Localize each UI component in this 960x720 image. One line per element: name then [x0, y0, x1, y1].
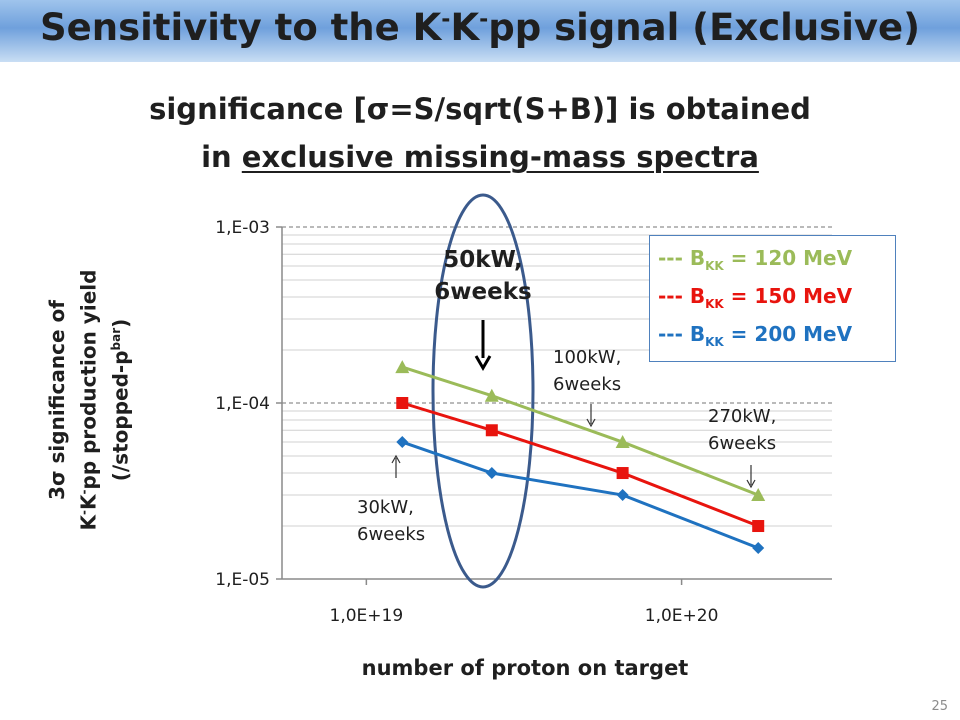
data-point-triangle	[395, 360, 410, 374]
x-tick-label: 1,0E+20	[645, 606, 719, 626]
highlight-ellipse	[431, 193, 535, 589]
data-point-square	[616, 467, 629, 480]
arrow-270kw-head	[746, 479, 756, 489]
data-point-triangle	[484, 388, 499, 402]
y-axis-title: 3σ significance of K-K-pp production yie…	[45, 269, 133, 531]
data-point-diamond	[752, 542, 765, 555]
highlight-arrow-head	[474, 355, 492, 371]
legend-entry-200: --- BKK = 200 MeV	[658, 322, 853, 349]
axis-layer: 1,E-05 1,E-04 1,E-03 1,0E+19 1,0E+20	[215, 218, 832, 626]
annotation-50kw: 50kW, 6weeks	[434, 247, 532, 305]
data-point-triangle	[615, 435, 630, 449]
data-point-diamond	[396, 436, 409, 449]
data-point-square	[485, 424, 498, 437]
highlight-layer	[391, 193, 756, 589]
annotation-100kw: 100kW, 6weeks	[553, 347, 622, 395]
series-line-0	[401, 365, 759, 497]
series-line-2	[401, 440, 759, 550]
annotation-30kw: 30kW, 6weeks	[357, 497, 426, 545]
series-layer	[395, 360, 766, 555]
subtitle-line-1: significance [σ=S/sqrt(S+B)] is obtained	[149, 92, 811, 126]
legend-entry-150: --- BKK = 150 MeV	[658, 284, 853, 311]
slide-title: Sensitivity to the K-K-pp signal (Exclus…	[39, 6, 921, 49]
y-tick-label: 1,E-03	[215, 218, 270, 238]
data-point-triangle	[751, 488, 766, 502]
data-point-square	[752, 520, 765, 533]
legend: --- BKK = 120 MeV --- BKK = 150 MeV --- …	[649, 235, 896, 362]
data-point-diamond	[616, 489, 629, 502]
y-tick-label: 1,E-04	[215, 394, 270, 414]
x-tick-label: 1,0E+19	[330, 606, 404, 626]
annotation-270kw: 270kW, 6weeks	[708, 406, 777, 454]
legend-entry-120: --- BKK = 120 MeV	[658, 246, 853, 273]
title-bar	[0, 0, 960, 62]
page-number: 25	[931, 699, 948, 714]
x-axis-title: number of proton on target	[361, 656, 689, 680]
series-line-1	[401, 401, 759, 528]
subtitle-line-2: in exclusive missing-mass spectra	[201, 140, 759, 174]
arrow-30kw-head	[391, 454, 401, 464]
data-point-diamond	[485, 467, 498, 480]
arrow-100kw-head	[586, 418, 596, 428]
y-tick-label: 1,E-05	[215, 570, 270, 590]
data-point-square	[396, 397, 409, 409]
